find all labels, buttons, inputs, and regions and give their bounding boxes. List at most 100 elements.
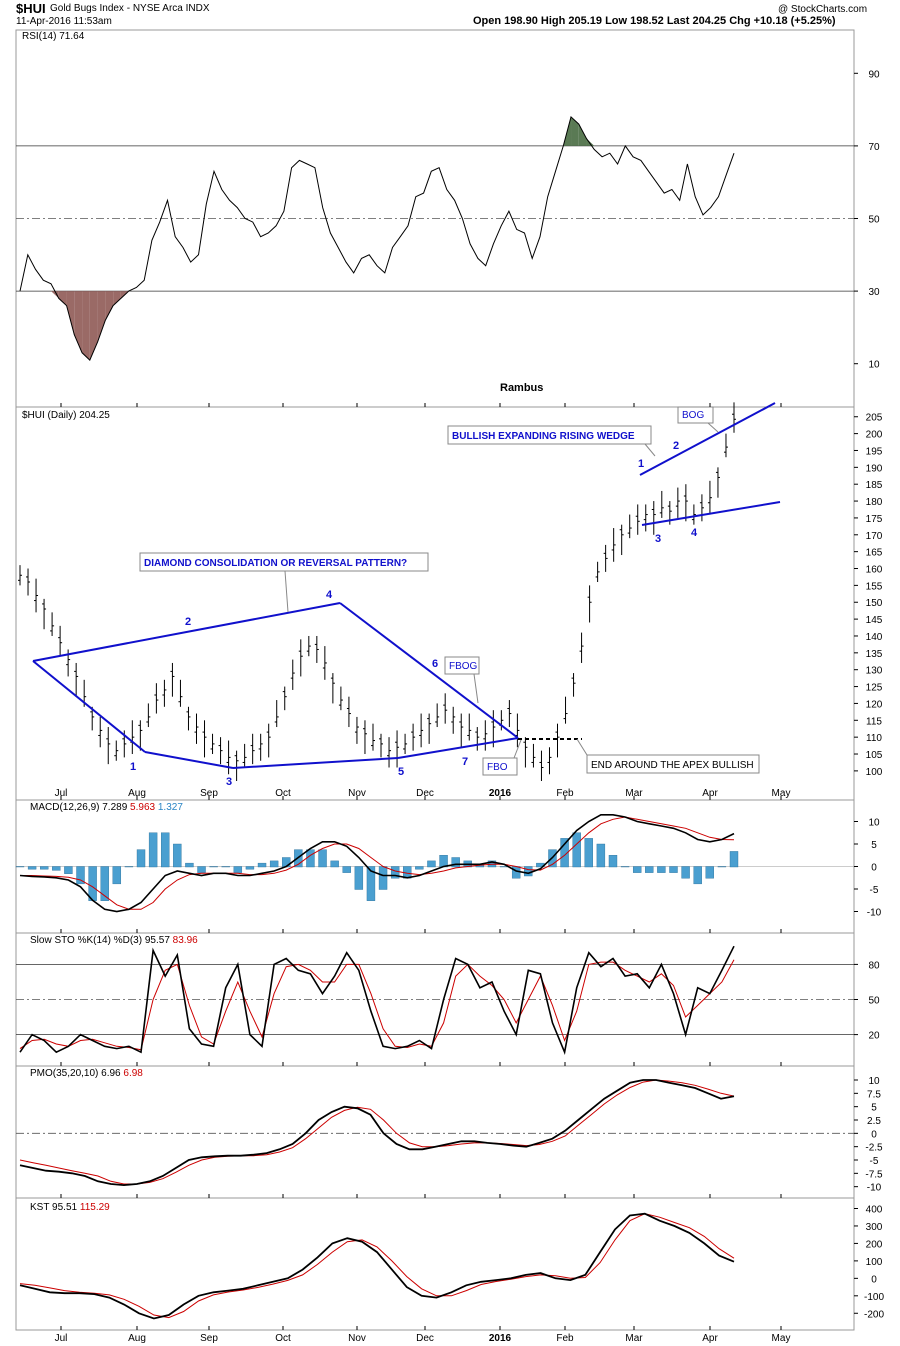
y-tick-label: 50 xyxy=(868,996,880,1007)
x-axis-label: Mar xyxy=(625,788,643,799)
kst-signal-line xyxy=(19,1213,735,1319)
macd-histogram-bar xyxy=(269,860,279,868)
diamond-title-pointer xyxy=(284,570,289,613)
kst-label-part: KST xyxy=(30,1202,49,1213)
diamond-point-label: 3 xyxy=(226,776,232,788)
diamond-point-label: 7 xyxy=(462,756,468,768)
macd-histogram-bar xyxy=(511,866,521,879)
panel-frame-pmo xyxy=(15,1065,855,1199)
pmo-signal-line xyxy=(19,1079,735,1185)
macd-histogram-bar xyxy=(306,849,315,868)
y-tick-label: 175 xyxy=(866,514,883,525)
y-tick-label: 105 xyxy=(866,750,883,761)
y-tick-label: 130 xyxy=(866,666,883,677)
kst-line xyxy=(19,1212,735,1320)
diamond-point-label: 1 xyxy=(130,761,136,773)
y-tick-label: -2.5 xyxy=(865,1143,883,1154)
y-tick-label: 125 xyxy=(866,683,883,694)
wedge-point-label: 2 xyxy=(673,440,679,452)
y-tick-label: -100 xyxy=(864,1292,884,1303)
diamond-title: DIAMOND CONSOLIDATION OR REVERSAL PATTER… xyxy=(144,558,407,569)
diamond-bottom xyxy=(144,751,234,769)
macd-histogram-bar xyxy=(451,857,460,868)
y-tick-label: 2.5 xyxy=(867,1116,881,1127)
wedge-lower-line xyxy=(641,501,781,526)
y-tick-label: -5 xyxy=(870,885,879,896)
macd-histogram-bar xyxy=(221,866,230,868)
macd-histogram-bar xyxy=(40,866,49,870)
y-tick-label: 200 xyxy=(866,430,883,441)
chart-date: 11-Apr-2016 11:53am xyxy=(16,16,112,27)
fbog-label-box xyxy=(444,656,480,675)
macd-histogram-bar xyxy=(148,832,158,868)
x-axis-label: Sep xyxy=(200,1333,218,1344)
rsi-oversold-fill xyxy=(58,291,67,306)
macd-histogram-bar xyxy=(693,866,702,885)
macd-label-part: 5.963 xyxy=(127,802,155,813)
macd-signal-line xyxy=(20,816,735,910)
sto-label: Slow STO %K(14) %D(3) 95.57 83.96 xyxy=(30,935,198,946)
x-axis-label: 2016 xyxy=(489,1333,512,1344)
x-axis-label: Nov xyxy=(348,1333,366,1344)
fbo-label: FBO xyxy=(487,762,508,773)
sto-k-line xyxy=(19,945,735,1055)
wedge-point-label: 4 xyxy=(691,527,698,539)
fbog-label: FBOG xyxy=(449,661,478,672)
rsi-overbought-fill xyxy=(586,138,595,146)
y-tick-label: 185 xyxy=(866,480,883,491)
pmo-label-part: 6.96 xyxy=(98,1068,121,1079)
pmo-label-part: PMO(35,20,10) xyxy=(30,1068,98,1079)
y-tick-label: 100 xyxy=(866,767,883,778)
y-tick-label: 120 xyxy=(866,699,883,710)
x-axis-label: Mar xyxy=(625,1333,643,1344)
y-tick-label: -10 xyxy=(867,908,882,919)
pmo-label: PMO(35,20,10) 6.96 6.98 xyxy=(30,1068,143,1079)
x-axis-label: May xyxy=(772,788,791,799)
pmo-label-part: 6.98 xyxy=(121,1068,144,1079)
bog-label: BOG xyxy=(682,410,704,421)
macd-histogram-bar xyxy=(572,832,581,868)
kst-label: KST 95.51 115.29 xyxy=(30,1202,110,1213)
macd-histogram-bar xyxy=(112,866,122,885)
macd-histogram-bar xyxy=(173,843,182,868)
macd-histogram-bar xyxy=(15,866,25,868)
macd-histogram-bar xyxy=(257,862,267,868)
macd-histogram-bar xyxy=(620,866,630,868)
sto-label-part: 95.57 xyxy=(142,935,170,946)
panel-frame-kst xyxy=(15,1197,855,1331)
x-axis-label: 2016 xyxy=(489,788,512,799)
x-axis-label: Oct xyxy=(275,1333,291,1344)
x-axis-label: Oct xyxy=(275,788,291,799)
chart-symbol: $HUI xyxy=(16,1,46,16)
rsi-oversold-fill xyxy=(51,291,59,299)
y-tick-label: 5 xyxy=(871,1103,877,1114)
y-tick-label: 190 xyxy=(866,463,883,474)
panel-frame-price xyxy=(15,406,855,801)
y-tick-label: -200 xyxy=(864,1309,884,1320)
diamond-point-label: 2 xyxy=(185,616,191,628)
y-tick-label: 145 xyxy=(866,615,883,626)
bog-label-box xyxy=(677,406,714,424)
x-axis-label: Dec xyxy=(416,788,434,799)
y-tick-label: -5 xyxy=(870,1156,879,1167)
y-tick-label: 200 xyxy=(866,1239,883,1250)
x-axis-label: May xyxy=(772,1333,791,1344)
rsi-label: RSI(14) 71.64 xyxy=(22,31,85,42)
x-axis-label: Dec xyxy=(416,1333,434,1344)
wedge-point-label: 1 xyxy=(638,458,644,470)
wedge-point-label: 3 xyxy=(655,533,661,545)
rsi-line xyxy=(19,115,735,361)
diamond-lower-left xyxy=(32,660,146,753)
macd-histogram-bar xyxy=(681,866,690,879)
sto-label-part: 83.96 xyxy=(170,935,198,946)
macd-histogram-bar xyxy=(657,866,666,873)
y-tick-label: 140 xyxy=(866,632,883,643)
y-tick-label: 115 xyxy=(866,716,882,727)
macd-histogram-bar xyxy=(197,866,206,873)
macd-histogram-bar xyxy=(717,866,727,868)
diamond-lower-right xyxy=(397,737,519,759)
y-tick-label: 150 xyxy=(866,598,883,609)
y-tick-label: 205 xyxy=(866,413,883,424)
price-label: $HUI (Daily) 204.25 xyxy=(22,410,110,421)
